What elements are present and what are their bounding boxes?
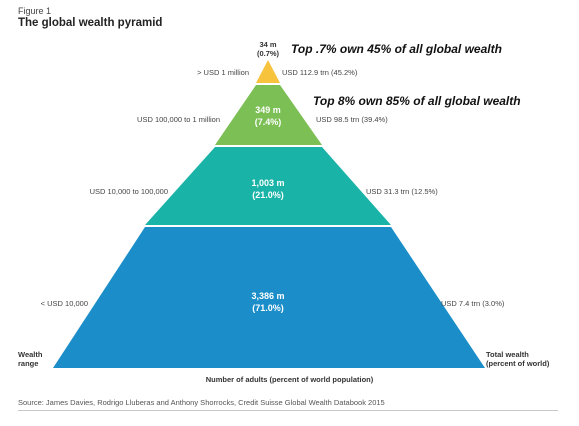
tier-base-adults-pct: (71.0%) (252, 303, 284, 313)
wealth-range-axis-label: Wealth range (18, 350, 42, 368)
tier-top-adults-pct: (0.7%) (256, 49, 280, 58)
wealth-range-axis-label-line2: range (18, 359, 39, 368)
tier-top-adults: 34 m (259, 40, 277, 49)
adults-axis-label: Number of adults (percent of world popul… (205, 375, 374, 384)
tier-base-inner-label: 3,386 m (71.0%) (228, 290, 308, 314)
pyramid-tier-top (256, 60, 280, 83)
tier-second-adults: 349 m (255, 105, 281, 115)
figure-title: The global wealth pyramid (18, 17, 163, 29)
tier-base-adults: 3,386 m (251, 291, 285, 301)
tier-base-total-wealth: USD 7.4 trn (3.0%) (441, 299, 505, 308)
callout-top-07: Top .7% own 45% of all global wealth (291, 42, 502, 56)
pyramid-tier-second (215, 85, 322, 145)
total-wealth-axis-label-line2: (percent of world) (486, 359, 550, 368)
figure-label: Figure 1 (18, 6, 52, 16)
tier-second-adults-pct: (7.4%) (254, 117, 282, 127)
pyramid-tier-third (145, 147, 391, 225)
footer-divider (18, 410, 558, 411)
total-wealth-axis-label-line1: Total wealth (486, 350, 529, 359)
tier-third-total-wealth: USD 31.3 trn (12.5%) (366, 187, 438, 196)
pyramid-tier-base (53, 227, 485, 368)
tier-top-total-wealth: USD 112.9 trn (45.2%) (282, 68, 358, 77)
total-wealth-axis-label: Total wealth (percent of world) (486, 350, 549, 368)
tier-second-inner-label: 349 m (7.4%) (238, 104, 298, 128)
tier-third-adults: 1,003 m (251, 178, 285, 188)
source-note: Source: James Davies, Rodrigo Lluberas a… (18, 398, 385, 407)
tier-top-wealth-range: > USD 1 million (197, 68, 249, 77)
wealth-range-axis-label-line1: Wealth (18, 350, 43, 359)
tier-third-adults-pct: (21.0%) (252, 190, 284, 200)
callout-top-8: Top 8% own 85% of all global wealth (313, 94, 521, 108)
tier-third-inner-label: 1,003 m (21.0%) (228, 177, 308, 201)
tier-third-wealth-range: USD 10,000 to 100,000 (89, 187, 168, 196)
tier-second-wealth-range: USD 100,000 to 1 million (137, 115, 220, 124)
tier-base-wealth-range: < USD 10,000 (40, 299, 88, 308)
tier-second-total-wealth: USD 98.5 trn (39.4%) (316, 115, 388, 124)
tier-top-adults-label: 34 m (0.7%) (238, 40, 298, 58)
